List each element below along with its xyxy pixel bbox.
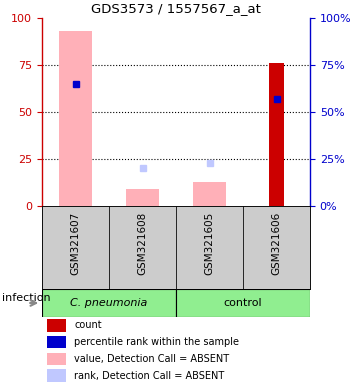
Bar [42,289,176,317]
Bar [176,289,310,317]
Text: rank, Detection Call = ABSENT: rank, Detection Call = ABSENT [74,371,224,381]
Text: C. pneumonia: C. pneumonia [70,298,148,308]
Text: GSM321607: GSM321607 [70,212,80,275]
Bar [47,336,66,348]
Bar [243,206,310,289]
Text: percentile rank within the sample: percentile rank within the sample [74,337,239,347]
Text: GSM321608: GSM321608 [138,212,147,275]
Text: GSM321605: GSM321605 [204,212,215,275]
Bar [42,206,109,289]
Bar [193,182,226,206]
Bar [47,369,66,382]
Text: value, Detection Call = ABSENT: value, Detection Call = ABSENT [74,354,229,364]
Bar [109,206,176,289]
Text: GSM321606: GSM321606 [272,212,281,275]
Bar [59,31,92,206]
Text: control: control [224,298,262,308]
Bar [126,189,159,206]
Bar [176,206,243,289]
Text: count: count [74,320,102,330]
Text: infection: infection [2,293,51,303]
Title: GDS3573 / 1557567_a_at: GDS3573 / 1557567_a_at [91,2,261,15]
Bar [47,353,66,365]
Bar [269,63,284,206]
Bar [47,319,66,332]
